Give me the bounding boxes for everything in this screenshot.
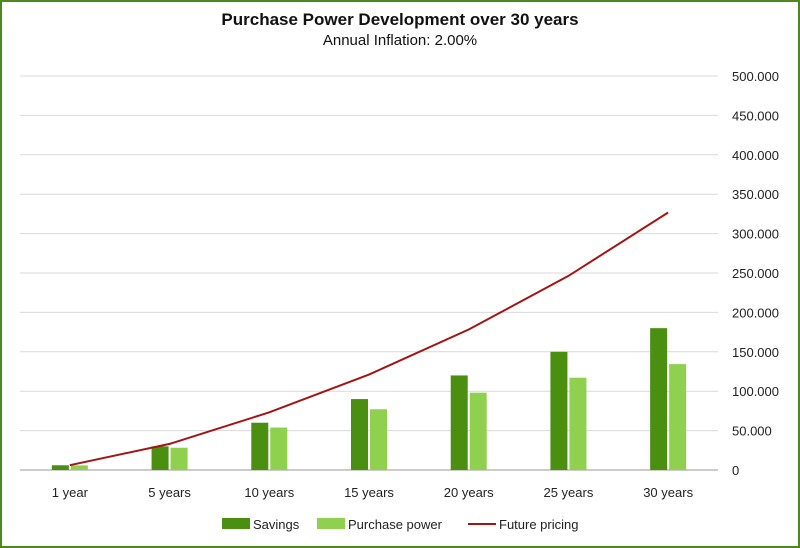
y-tick-label: 100.000: [732, 384, 779, 399]
bar-savings: [550, 351, 568, 470]
x-tick-label: 1 year: [52, 485, 89, 500]
x-tick-label: 30 years: [643, 485, 693, 500]
x-tick-label: 20 years: [444, 485, 494, 500]
legend-label: Savings: [253, 517, 300, 532]
y-tick-label: 200.000: [732, 305, 779, 320]
bar-savings: [151, 446, 169, 470]
bar-savings: [351, 399, 368, 470]
line-future-pricing: [69, 211, 669, 467]
y-tick-label: 450.000: [732, 108, 779, 123]
y-tick-label: 300.000: [732, 227, 779, 242]
legend-swatch: [222, 518, 250, 529]
y-tick-label: 500.000: [732, 69, 779, 84]
bar-savings: [251, 422, 269, 470]
bar-purchase-power: [469, 392, 487, 470]
x-tick-label: 5 years: [148, 485, 191, 500]
x-tick-label: 15 years: [344, 485, 394, 500]
bar-purchase-power: [170, 447, 188, 470]
y-tick-label: 50.000: [732, 424, 772, 439]
chart-subtitle: Annual Inflation: 2.00%: [322, 32, 478, 49]
legend-label: Purchase power: [348, 517, 443, 532]
bar-savings: [450, 375, 468, 470]
y-tick-label: 0: [732, 463, 739, 478]
x-tick-label: 25 years: [543, 485, 593, 500]
bar-savings: [650, 328, 668, 470]
bar-purchase-power: [569, 377, 587, 470]
x-tick-label: 10 years: [244, 485, 294, 500]
y-tick-label: 350.000: [732, 187, 779, 202]
legend-swatch: [317, 518, 345, 529]
bar-purchase-power: [70, 465, 88, 470]
bar-purchase-power: [270, 427, 288, 470]
y-tick-label: 150.000: [732, 345, 779, 360]
y-tick-label: 250.000: [732, 266, 779, 281]
bar-purchase-power: [370, 409, 387, 470]
bar-purchase-power: [669, 364, 687, 470]
chart-title: Purchase Power Development over 30 years: [221, 10, 579, 29]
bar-savings: [51, 465, 69, 470]
y-tick-label: 400.000: [732, 148, 779, 163]
legend-label: Future pricing: [499, 517, 578, 532]
